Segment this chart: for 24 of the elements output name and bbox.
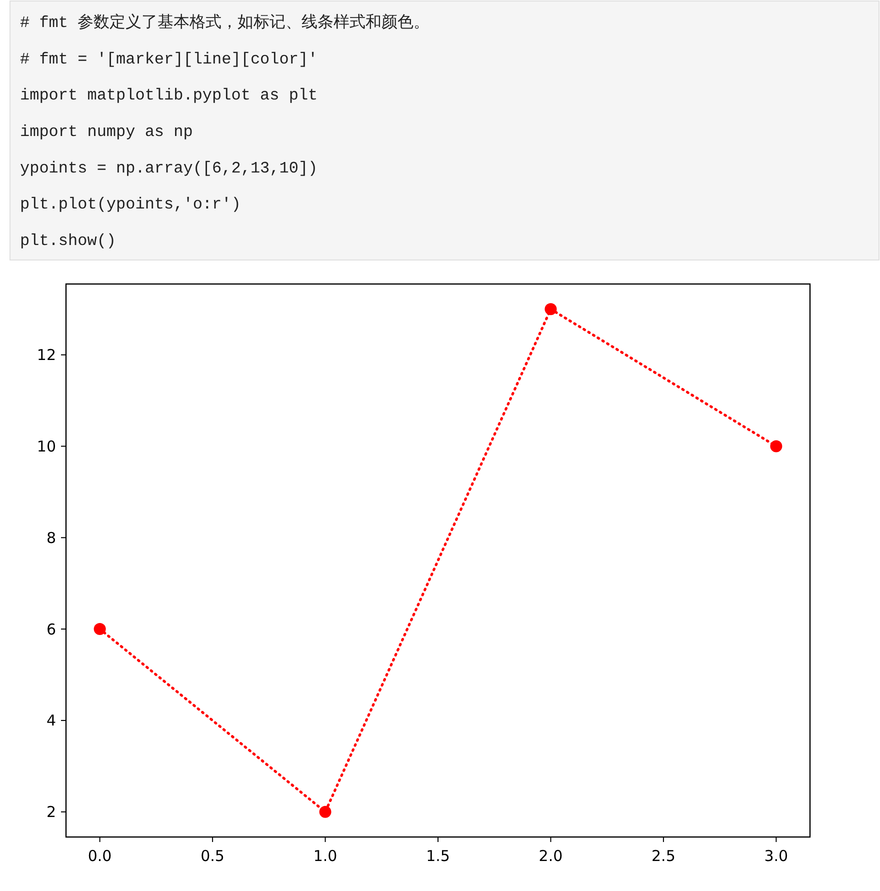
- text: # fmt = '[marker][line][color]': [20, 50, 318, 68]
- x-tick-label: 0.5: [200, 847, 224, 865]
- point: [770, 440, 782, 452]
- text: plt.plot(ypoints,'o:r'): [20, 196, 241, 214]
- text: # fmt 参数定义了基本格式，如标记、线条样式和颜色。: [20, 13, 430, 32]
- x-tick-label: 1.5: [426, 847, 450, 865]
- point: [319, 806, 332, 818]
- y-tick-label: 2: [46, 803, 56, 822]
- x-tick-label: 2.5: [652, 847, 676, 865]
- x-tick-label: 0.0: [88, 847, 112, 865]
- y-tick-label: 4: [46, 712, 56, 730]
- y-tick-label: 8: [46, 528, 56, 547]
- point: [94, 623, 106, 636]
- text: ypoints = np.array([6,2,13,10]): [20, 159, 318, 178]
- x-tick-label: 3.0: [764, 847, 788, 865]
- text: plt.show(): [20, 232, 116, 250]
- y-tick-label: 10: [36, 437, 56, 456]
- x-tick-label: 2.0: [538, 847, 563, 865]
- x-tick-label: 1.0: [313, 847, 338, 865]
- point: [544, 303, 557, 316]
- text: import numpy as np: [20, 123, 193, 141]
- y-tick-label: 12: [36, 346, 56, 364]
- text: import matplotlib.pyplot as plt: [20, 86, 318, 105]
- y-tick-label: 6: [46, 620, 56, 638]
